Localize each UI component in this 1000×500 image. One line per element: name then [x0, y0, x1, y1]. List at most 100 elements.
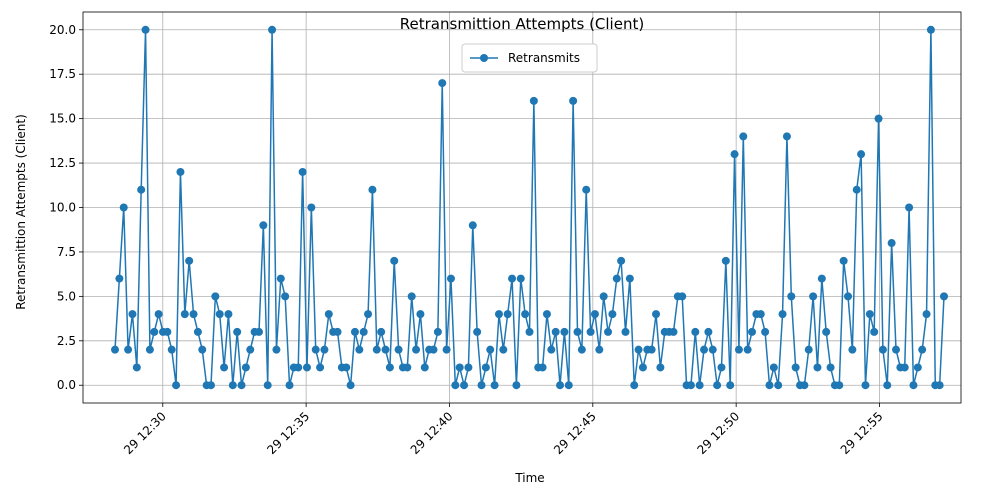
- data-point: [215, 310, 224, 319]
- data-point: [246, 345, 255, 354]
- data-point: [599, 292, 608, 301]
- data-point: [412, 345, 421, 354]
- data-point: [163, 327, 172, 336]
- data-point: [167, 345, 176, 354]
- data-point: [333, 327, 342, 336]
- data-point: [342, 363, 351, 372]
- data-point: [503, 310, 512, 319]
- data-point: [307, 203, 316, 212]
- data-point: [442, 345, 451, 354]
- data-point: [433, 327, 442, 336]
- data-point: [538, 363, 547, 372]
- x-axis-label: Time: [514, 471, 544, 485]
- data-point: [324, 310, 333, 319]
- data-point: [547, 345, 556, 354]
- data-point: [394, 345, 403, 354]
- data-point: [691, 327, 700, 336]
- data-point: [774, 381, 783, 390]
- legend: Retransmits: [461, 43, 598, 73]
- legend-label: Retransmits: [508, 51, 580, 65]
- data-point: [577, 345, 586, 354]
- data-point: [141, 25, 150, 34]
- plot-frame: [82, 11, 962, 404]
- data-point: [826, 363, 835, 372]
- data-point: [656, 363, 665, 372]
- data-point: [355, 345, 364, 354]
- data-point: [804, 345, 813, 354]
- data-point: [346, 381, 355, 390]
- chart-title: Retransmittion Attempts (Client): [400, 15, 644, 33]
- data-point: [765, 381, 774, 390]
- data-point: [481, 363, 490, 372]
- data-point: [115, 274, 124, 283]
- data-point: [892, 345, 901, 354]
- data-point: [237, 381, 246, 390]
- data-point: [634, 345, 643, 354]
- data-point: [128, 310, 137, 319]
- data-point: [316, 363, 325, 372]
- y-tick-label: 17.5: [49, 67, 76, 81]
- data-point: [940, 292, 948, 301]
- y-tick-label: 20.0: [49, 23, 76, 37]
- data-point: [704, 327, 713, 336]
- data-point: [573, 327, 582, 336]
- data-point: [721, 256, 730, 265]
- data-point: [420, 363, 429, 372]
- data-point: [625, 274, 634, 283]
- data-point: [700, 345, 709, 354]
- data-point: [521, 310, 530, 319]
- y-axis-ticks: 0.0 2.5 5.0 7.5 10.0 12.5 15.0 17.5 20.0: [49, 23, 83, 392]
- data-point: [800, 381, 809, 390]
- data-point: [473, 327, 482, 336]
- data-point: [455, 363, 464, 372]
- data-point: [189, 310, 198, 319]
- data-point: [512, 381, 521, 390]
- data-point: [298, 167, 307, 176]
- data-point: [281, 292, 290, 301]
- retransmits-markers: [111, 25, 948, 390]
- data-point: [556, 381, 565, 390]
- data-point: [529, 96, 538, 105]
- data-point: [713, 381, 722, 390]
- data-point: [551, 327, 560, 336]
- data-point: [259, 221, 268, 230]
- data-point: [887, 239, 896, 248]
- data-point: [494, 310, 503, 319]
- data-point: [124, 345, 133, 354]
- data-point: [809, 292, 818, 301]
- x-axis-ticks: 29 12:30 29 12:35 29 12:40 29 12:45 29 12:50…: [121, 403, 886, 457]
- data-point: [516, 274, 525, 283]
- data-point: [608, 310, 617, 319]
- data-point: [228, 381, 237, 390]
- data-point: [451, 381, 460, 390]
- data-point: [464, 363, 473, 372]
- data-point: [717, 363, 726, 372]
- data-point: [206, 381, 215, 390]
- data-point: [276, 274, 285, 283]
- data-point: [582, 185, 591, 194]
- data-point: [285, 381, 294, 390]
- data-point: [224, 310, 233, 319]
- x-tick-label: 29 12:35: [264, 409, 312, 457]
- y-tick-label: 15.0: [49, 112, 76, 126]
- data-point: [525, 327, 534, 336]
- data-point: [368, 185, 377, 194]
- data-point: [782, 132, 791, 141]
- data-point: [490, 381, 499, 390]
- data-point: [857, 150, 866, 159]
- data-point: [193, 327, 202, 336]
- data-point: [407, 292, 416, 301]
- data-point: [813, 363, 822, 372]
- data-point: [870, 327, 879, 336]
- data-point: [381, 345, 390, 354]
- data-point: [390, 256, 399, 265]
- data-point: [132, 363, 141, 372]
- data-point: [311, 345, 320, 354]
- data-point: [486, 345, 495, 354]
- data-point: [865, 310, 874, 319]
- data-point: [438, 79, 447, 88]
- y-tick-label: 7.5: [57, 245, 76, 259]
- data-point: [844, 292, 853, 301]
- data-point: [176, 167, 185, 176]
- data-point: [835, 381, 844, 390]
